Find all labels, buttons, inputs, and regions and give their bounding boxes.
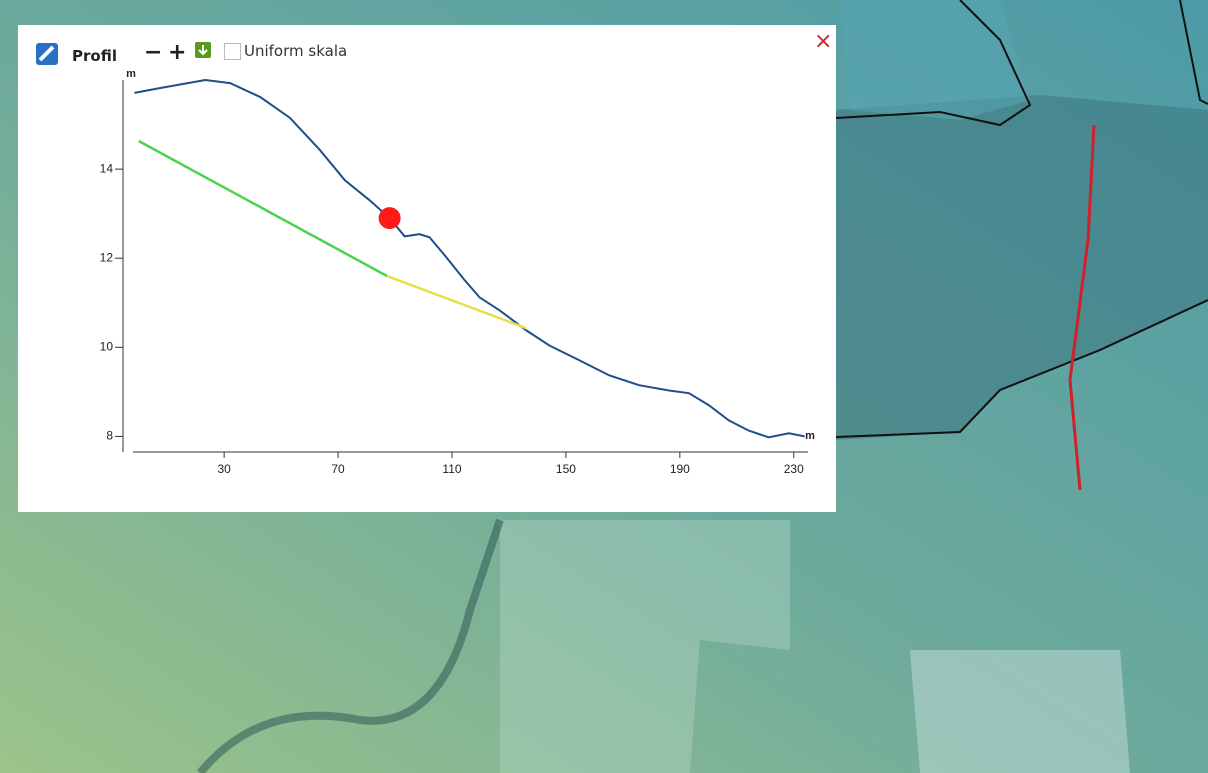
- y-tick-label: 12: [100, 250, 114, 264]
- position-marker: [379, 207, 401, 229]
- profile-line: [387, 276, 526, 328]
- page: Profil − + Uniform skala × 8101214307011…: [0, 0, 1208, 773]
- y-tick-label: 14: [100, 161, 114, 175]
- y-tick-label: 10: [100, 339, 114, 353]
- x-axis-unit: m: [805, 430, 815, 442]
- x-tick-label: 110: [442, 462, 461, 476]
- y-tick-label: 8: [106, 429, 113, 443]
- profile-line: [134, 80, 804, 437]
- x-tick-label: 150: [556, 462, 576, 476]
- profile-chart: 8 10 12 14 30 70 110 150 190 230 m m: [18, 25, 836, 512]
- x-tick-label: 70: [331, 462, 345, 476]
- profile-line: [139, 141, 387, 276]
- x-tick-label: 30: [217, 462, 231, 476]
- y-axis-unit: m: [126, 68, 136, 80]
- x-tick-label: 190: [670, 462, 690, 476]
- x-tick-label: 230: [784, 462, 804, 476]
